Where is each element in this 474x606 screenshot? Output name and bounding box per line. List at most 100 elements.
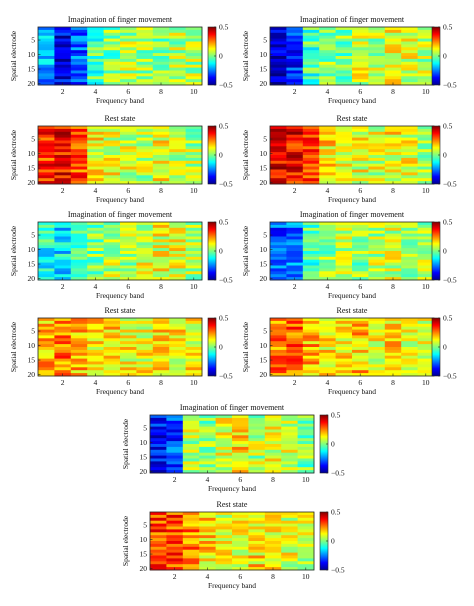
heatmap-cell xyxy=(319,248,336,252)
heatmap-cell xyxy=(152,137,170,141)
heatmap-cell xyxy=(286,352,304,357)
heatmap-cell xyxy=(38,160,55,165)
heatmap-cell xyxy=(136,344,154,348)
heatmap-cell xyxy=(270,335,287,339)
heatmap-cell xyxy=(185,265,203,269)
heatmap-cell xyxy=(297,464,315,468)
heatmap-cell xyxy=(136,338,154,342)
heatmap-cell xyxy=(417,323,435,328)
heatmap-cell xyxy=(401,335,418,339)
x-tick-label: 6 xyxy=(238,475,242,484)
heatmap-cell xyxy=(335,268,353,272)
heatmap-cell xyxy=(302,224,320,229)
heatmap-cell xyxy=(152,248,170,252)
heatmap-cell xyxy=(136,277,154,281)
heatmap-cell xyxy=(152,361,170,365)
heatmap-cell xyxy=(152,259,170,263)
heatmap-cell xyxy=(152,344,170,348)
heatmap-cell xyxy=(152,50,170,54)
heatmap-cell xyxy=(120,332,137,336)
plot-frame xyxy=(149,511,315,571)
heatmap-cell xyxy=(302,82,320,86)
heatmap-cell xyxy=(152,251,170,255)
heatmap-cell xyxy=(302,323,320,328)
heatmap-cell xyxy=(152,256,170,261)
heatmap-cell xyxy=(270,367,287,371)
heatmap-cell xyxy=(384,32,402,37)
heatmap-cell xyxy=(152,230,170,234)
heatmap-cell xyxy=(335,175,353,179)
heatmap-cell xyxy=(270,239,287,243)
heatmap-cell xyxy=(166,452,184,456)
heatmap-cell xyxy=(232,529,249,533)
heatmap-cell xyxy=(54,347,72,351)
heatmap-cell xyxy=(368,326,386,330)
heatmap-cell xyxy=(335,367,353,371)
heatmap-cell xyxy=(270,236,287,240)
heatmap-cell xyxy=(401,251,418,255)
heatmap-cell xyxy=(38,370,55,374)
heatmap-cell xyxy=(120,271,137,275)
heatmap-cell xyxy=(38,50,55,54)
heatmap-cell xyxy=(169,47,186,51)
heatmap-cell xyxy=(417,367,435,371)
heatmap-cell xyxy=(38,373,55,377)
heatmap-cell xyxy=(297,512,315,516)
y-tick-label: 5 xyxy=(143,521,147,530)
heatmap-cell xyxy=(401,44,418,48)
heatmap-cell xyxy=(152,53,170,57)
heatmap-cell xyxy=(150,523,167,527)
heatmap-cell xyxy=(302,338,320,342)
heatmap-cell xyxy=(270,318,287,322)
heatmap-cell xyxy=(401,134,418,138)
heatmap-cell xyxy=(319,27,336,31)
heatmap-cell xyxy=(417,268,435,272)
heatmap-cell xyxy=(54,41,72,45)
heatmap-cell xyxy=(417,128,435,133)
y-tick-label: 5 xyxy=(263,135,267,144)
heatmap-cell xyxy=(368,44,386,48)
heatmap-cell xyxy=(120,358,137,362)
y-tick-label: 20 xyxy=(140,467,148,476)
heatmap-cell xyxy=(182,455,200,459)
heatmap-cell xyxy=(302,61,320,66)
heatmap-cell xyxy=(335,373,353,377)
heatmap-cell xyxy=(281,546,298,551)
heatmap-cell xyxy=(248,467,266,471)
colorbar-tick-label: 0 xyxy=(443,52,447,61)
heatmap-cell xyxy=(166,558,184,562)
heatmap-cell xyxy=(136,169,154,173)
heatmap-cell xyxy=(302,265,320,269)
heatmap-cell xyxy=(270,178,287,182)
heatmap-cell xyxy=(270,320,287,325)
heatmap-cell xyxy=(87,53,104,57)
x-tick-label: 10 xyxy=(422,87,430,96)
heatmap-cell xyxy=(70,146,88,150)
heatmap-cell xyxy=(319,370,336,374)
y-tick-label: 15 xyxy=(140,453,148,462)
heatmap-cell xyxy=(38,38,55,42)
heatmap-cell xyxy=(38,338,55,342)
heatmap-cell xyxy=(215,564,233,568)
heatmap-cell xyxy=(352,335,369,339)
heatmap-cell xyxy=(70,222,88,226)
heatmap-cell xyxy=(319,338,336,342)
plot-frame xyxy=(37,26,203,86)
heatmap-cell xyxy=(319,239,336,243)
heatmap-cell xyxy=(166,523,184,527)
heatmap-cell xyxy=(136,364,154,368)
heatmap-cell xyxy=(120,126,137,130)
heatmap-cell xyxy=(352,67,369,71)
heatmap-cell xyxy=(401,361,418,365)
heatmap-cell xyxy=(70,239,88,243)
heatmap-cell xyxy=(120,349,137,354)
heatmap-cell xyxy=(152,166,170,170)
heatmap-cell xyxy=(248,435,266,439)
heatmap-cell xyxy=(368,358,386,362)
heatmap-cell xyxy=(264,552,282,556)
x-tick-label: 10 xyxy=(302,475,310,484)
heatmap-cell xyxy=(384,361,402,365)
heatmap-cell xyxy=(215,543,233,548)
heatmap-cell xyxy=(169,38,186,42)
heatmap-cell xyxy=(384,364,402,368)
